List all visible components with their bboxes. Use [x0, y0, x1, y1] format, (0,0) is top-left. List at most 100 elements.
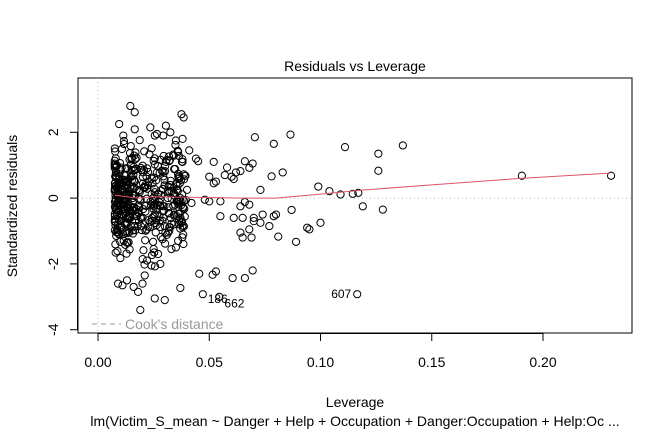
data-point: [269, 212, 278, 221]
data-point: [336, 190, 345, 199]
data-point: [358, 202, 367, 211]
data-point: [169, 151, 178, 160]
data-point: [325, 187, 334, 196]
data-point: [179, 230, 188, 239]
data-point: [110, 215, 120, 224]
data-point: [250, 133, 259, 142]
data-point: [211, 267, 221, 276]
data-point: [314, 182, 323, 191]
data-point: [112, 205, 121, 214]
data-point: [195, 269, 204, 278]
data-point: [258, 210, 267, 219]
data-point: [240, 157, 249, 166]
data-point: [158, 207, 167, 216]
data-point: [130, 166, 140, 175]
data-point: [181, 196, 190, 205]
chart-title: Residuals vs Leverage: [284, 58, 426, 74]
data-point: [120, 170, 129, 180]
x-tick-label: 0.15: [418, 354, 445, 370]
data-point: [150, 248, 159, 257]
data-point: [143, 167, 153, 177]
data-point: [150, 262, 160, 271]
data-point: [121, 164, 130, 173]
data-point: [136, 305, 145, 315]
data-point: [245, 225, 254, 234]
data-point: [118, 204, 127, 213]
data-point: [265, 221, 274, 231]
data-point: [606, 171, 616, 180]
data-point: [353, 290, 362, 299]
x-axis: 0.00 0.05 0.10 0.15 0.20: [84, 333, 557, 370]
data-point: [136, 195, 145, 204]
data-point: [178, 221, 187, 230]
data-point: [120, 220, 130, 229]
data-point: [115, 196, 125, 205]
data-point: [135, 136, 144, 145]
data-point: [156, 202, 165, 211]
data-point: [126, 101, 135, 111]
data-point: [354, 188, 363, 197]
y-tick-label: 0: [45, 194, 61, 202]
data-point: [156, 232, 166, 242]
point-label: 607: [331, 287, 351, 301]
data-point: [248, 266, 257, 275]
data-point: [179, 222, 188, 231]
data-point: [180, 204, 189, 213]
data-point: [127, 154, 136, 164]
data-point: [198, 290, 207, 299]
x-tick-label: 0.00: [84, 354, 111, 370]
data-point: [124, 191, 134, 200]
data-point: [111, 171, 120, 180]
data-point: [147, 174, 156, 183]
data-point: [348, 189, 357, 198]
data-point: [148, 250, 157, 260]
data-point: [205, 172, 214, 181]
data-point: [271, 210, 281, 219]
data-point: [171, 243, 180, 252]
data-point: [245, 163, 254, 172]
data-point: [141, 201, 150, 210]
data-point: [374, 166, 383, 175]
data-point: [153, 249, 163, 259]
data-point: [138, 161, 147, 170]
data-point: [177, 157, 187, 166]
data-point: [229, 213, 238, 222]
y-tick-label: -2: [45, 257, 61, 270]
data-point: [164, 228, 173, 237]
data-point: [209, 157, 218, 167]
data-point: [122, 276, 132, 285]
data-point: [171, 140, 180, 150]
data-point: [163, 194, 172, 203]
legend-cooks-distance-label: Cook's distance: [125, 316, 224, 332]
data-point: [161, 228, 170, 237]
data-point: [209, 179, 218, 188]
data-point: [141, 236, 150, 245]
data-point: [215, 292, 224, 301]
data-point: [161, 239, 170, 248]
data-point: [245, 200, 254, 209]
data-point: [269, 139, 278, 148]
data-point: [238, 213, 247, 222]
data-point: [130, 221, 139, 231]
y-tick-label: 2: [45, 128, 61, 136]
data-point: [114, 175, 123, 184]
data-point: [115, 119, 124, 129]
point-label: 662: [224, 296, 244, 310]
data-point: [166, 223, 175, 232]
data-point: [274, 232, 283, 241]
data-point: [179, 239, 188, 249]
x-axis-label: Leverage: [326, 394, 385, 410]
data-point: [155, 222, 165, 232]
data-point: [286, 130, 295, 139]
data-point: [191, 154, 201, 163]
data-point: [181, 171, 190, 180]
data-point: [378, 205, 387, 214]
y-axis-label: Standardized residuals: [4, 135, 20, 277]
data-point: [119, 131, 128, 140]
data-point: [174, 200, 183, 209]
data-point: [110, 226, 119, 235]
data-point: [136, 222, 146, 231]
data-point: [139, 246, 148, 255]
data-point: [149, 201, 159, 211]
